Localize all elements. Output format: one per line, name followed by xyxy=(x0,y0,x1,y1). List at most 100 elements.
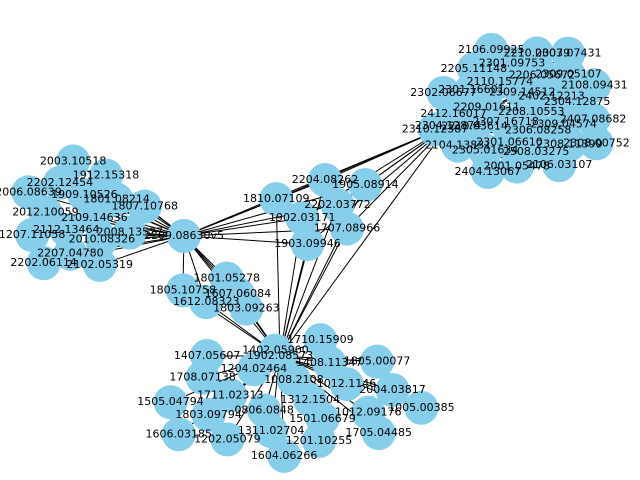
node-label: 2204.08262 xyxy=(292,173,358,186)
graph-node xyxy=(348,168,383,203)
graph-node xyxy=(579,126,614,161)
node-label: 1311.02704 xyxy=(238,424,304,437)
graph-node xyxy=(229,291,264,326)
edge xyxy=(183,228,347,237)
node-label: 2006.08639 xyxy=(0,185,62,198)
node-label: 1903.09946 xyxy=(274,237,340,250)
graph-node xyxy=(431,109,465,143)
node-label: 1201.10255 xyxy=(286,434,352,447)
node-label: 1604.06266 xyxy=(251,449,317,462)
node-label: 2412.16017 xyxy=(420,107,486,120)
node-label: 2309.04574 xyxy=(530,117,596,130)
node-label: 1810.07109 xyxy=(243,192,309,205)
node-label: 1710.15909 xyxy=(287,333,353,346)
node-label: 2106.09925 xyxy=(458,43,524,56)
graph-node xyxy=(153,385,188,420)
node-label: 1204.02464 xyxy=(221,362,287,375)
node-label: 2010.08326 xyxy=(69,233,135,246)
node-label: 2407.08682 xyxy=(560,113,626,126)
node-label: 0806.0848 xyxy=(234,403,294,416)
node-label: 2210.03614 xyxy=(441,120,507,133)
graph-node xyxy=(56,144,91,179)
graph-node xyxy=(329,211,364,246)
node-label: 2303.07431 xyxy=(535,47,601,60)
node-label: 1407.05607 xyxy=(174,349,240,362)
node-label: 1807.10768 xyxy=(112,200,178,213)
node-label: 2210.00079 xyxy=(504,46,570,59)
node-label: 2110.15774 xyxy=(467,75,533,88)
node-label: 2301.09753 xyxy=(479,57,545,70)
graph-node xyxy=(167,219,201,253)
node-label: 1711.02313 xyxy=(197,388,263,401)
graph-node xyxy=(213,378,248,413)
graph-node xyxy=(267,438,302,473)
node-label: 1012.1146 xyxy=(317,377,377,390)
node-label: 1801.08214 xyxy=(83,193,149,206)
node-label: 2508.03275 xyxy=(503,145,569,158)
node-label: 2309.14512 xyxy=(489,86,555,99)
node-label: 2106.03107 xyxy=(526,158,592,171)
node-label: 1902.03171 xyxy=(269,211,335,224)
node-label: 1008.2108 xyxy=(264,373,324,386)
node-label: 2207.04780 xyxy=(37,247,103,260)
graph-node xyxy=(15,218,50,253)
node-label: 2004.03817 xyxy=(359,383,425,396)
node-label: 2112.13464 xyxy=(33,223,99,236)
graph-node xyxy=(302,423,337,458)
node-label: 1909.10526 xyxy=(51,188,117,201)
node-label: 2012.10059 xyxy=(12,206,78,219)
graph-node xyxy=(53,236,88,271)
node-label: 2209.08630v5 xyxy=(144,229,224,242)
node-label: 1707.08966 xyxy=(314,222,380,235)
node-label: 1902.08573 xyxy=(247,349,313,362)
node-label: 1202.05079 xyxy=(194,432,260,445)
node-label: 2402.12213 xyxy=(518,89,584,102)
graph-node xyxy=(499,149,534,184)
node-label: 2304.12875 xyxy=(544,95,610,108)
graph-node xyxy=(303,323,338,358)
graph-node xyxy=(112,215,147,250)
node-label: 1805.00077 xyxy=(344,355,410,368)
node-label: 1606.03185 xyxy=(145,427,211,440)
node-label: 2404.13067 xyxy=(455,165,521,178)
node-label: 2304.12874 xyxy=(415,119,481,132)
node-label: 2308.11399 xyxy=(536,137,602,150)
node-label: 2302.06677 xyxy=(410,86,476,99)
node-label: 1312.1504 xyxy=(280,393,340,406)
node-label: 1705.04485 xyxy=(346,426,412,439)
node-label: 1012.09176 xyxy=(335,406,401,419)
node-label: 2301.06610 xyxy=(476,135,542,148)
graph-node xyxy=(577,68,612,103)
node-label: 2202.06114 xyxy=(10,256,76,269)
graph-node xyxy=(404,390,439,425)
node-label: 2310.12387 xyxy=(402,122,468,135)
edge xyxy=(183,235,308,245)
graph-node xyxy=(127,189,162,224)
node-label: 1912.15318 xyxy=(73,168,139,181)
node-label: 2109.14636 xyxy=(61,211,127,224)
graph-node xyxy=(190,339,225,374)
graph-node xyxy=(161,417,196,452)
graph-node xyxy=(11,175,46,210)
graph-node xyxy=(191,397,226,432)
node-label: 2306.08258 xyxy=(505,123,571,136)
graph-node xyxy=(542,148,577,183)
graph-node xyxy=(308,162,343,197)
node-label: 1505.04794 xyxy=(137,395,203,408)
node-label: 2202.12454 xyxy=(27,176,93,189)
node-label: 1501.06679 xyxy=(289,412,355,425)
node-label: 2307.16718 xyxy=(472,115,538,128)
node-label: 1708.07138 xyxy=(169,371,235,384)
node-label: 2108.09431 xyxy=(561,78,627,91)
node-label: 2209.01611 xyxy=(454,100,520,113)
node-label: 2003.10518 xyxy=(40,154,106,167)
node-label: 2008.13527 xyxy=(97,226,163,239)
graph-node xyxy=(165,273,200,308)
graph-node xyxy=(551,36,586,71)
graph-node xyxy=(89,158,124,193)
node-label: 1408.11347 xyxy=(296,356,362,369)
node-label: 1805.10758 xyxy=(150,283,216,296)
node-label: 2102.05319 xyxy=(67,258,133,271)
